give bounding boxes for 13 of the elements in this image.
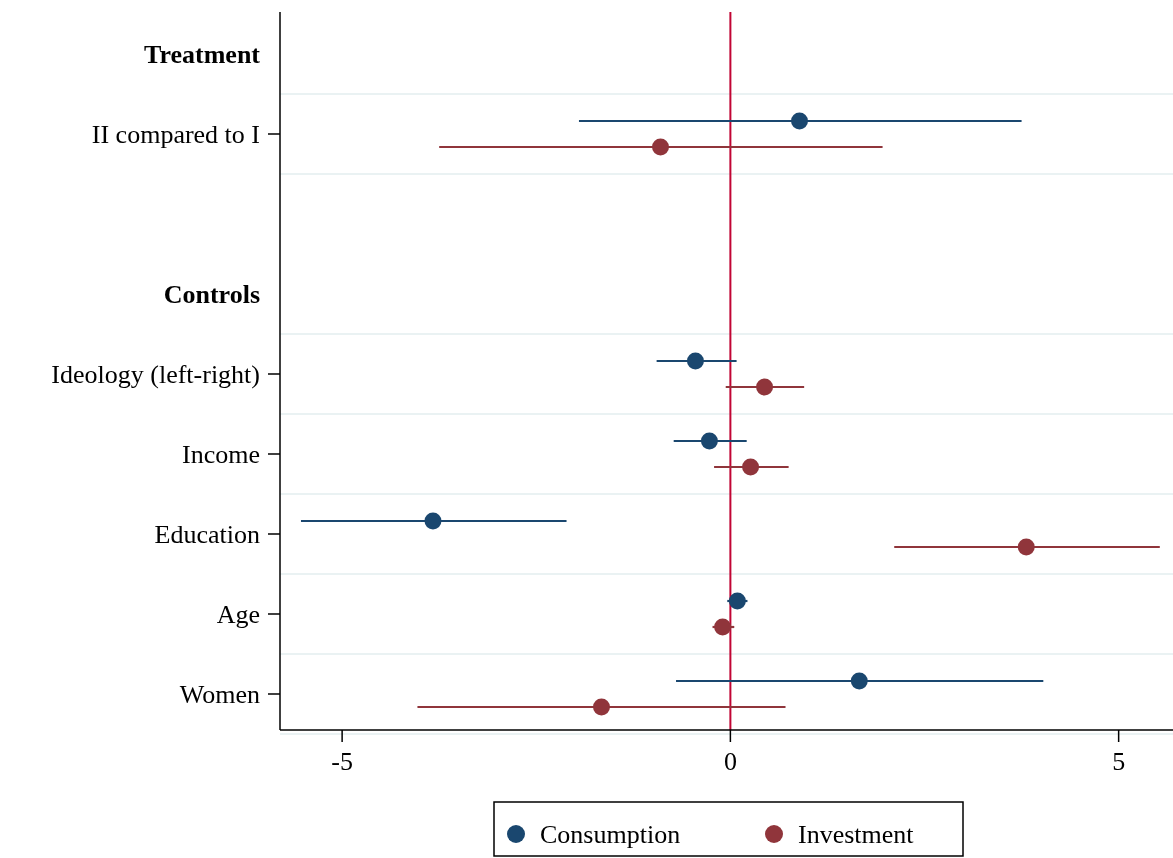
x-tick-label: -5 [331, 747, 353, 776]
y-tick-label: Income [182, 440, 260, 470]
legend-label: Investment [798, 820, 915, 850]
x-tick-label: 5 [1112, 747, 1126, 776]
y-tick-label: Women [179, 680, 260, 710]
y-tick-label: Treatment [144, 40, 261, 70]
y-tick-label: II compared to I [91, 120, 260, 150]
y-tick-label: Education [154, 520, 260, 550]
x-tick-label: 0 [723, 747, 737, 776]
legend-label: Consumption [540, 820, 681, 850]
y-tick-label: Ideology (left-right) [51, 360, 260, 390]
y-tick-label: Age [216, 600, 260, 630]
y-tick-label: Controls [163, 280, 260, 310]
